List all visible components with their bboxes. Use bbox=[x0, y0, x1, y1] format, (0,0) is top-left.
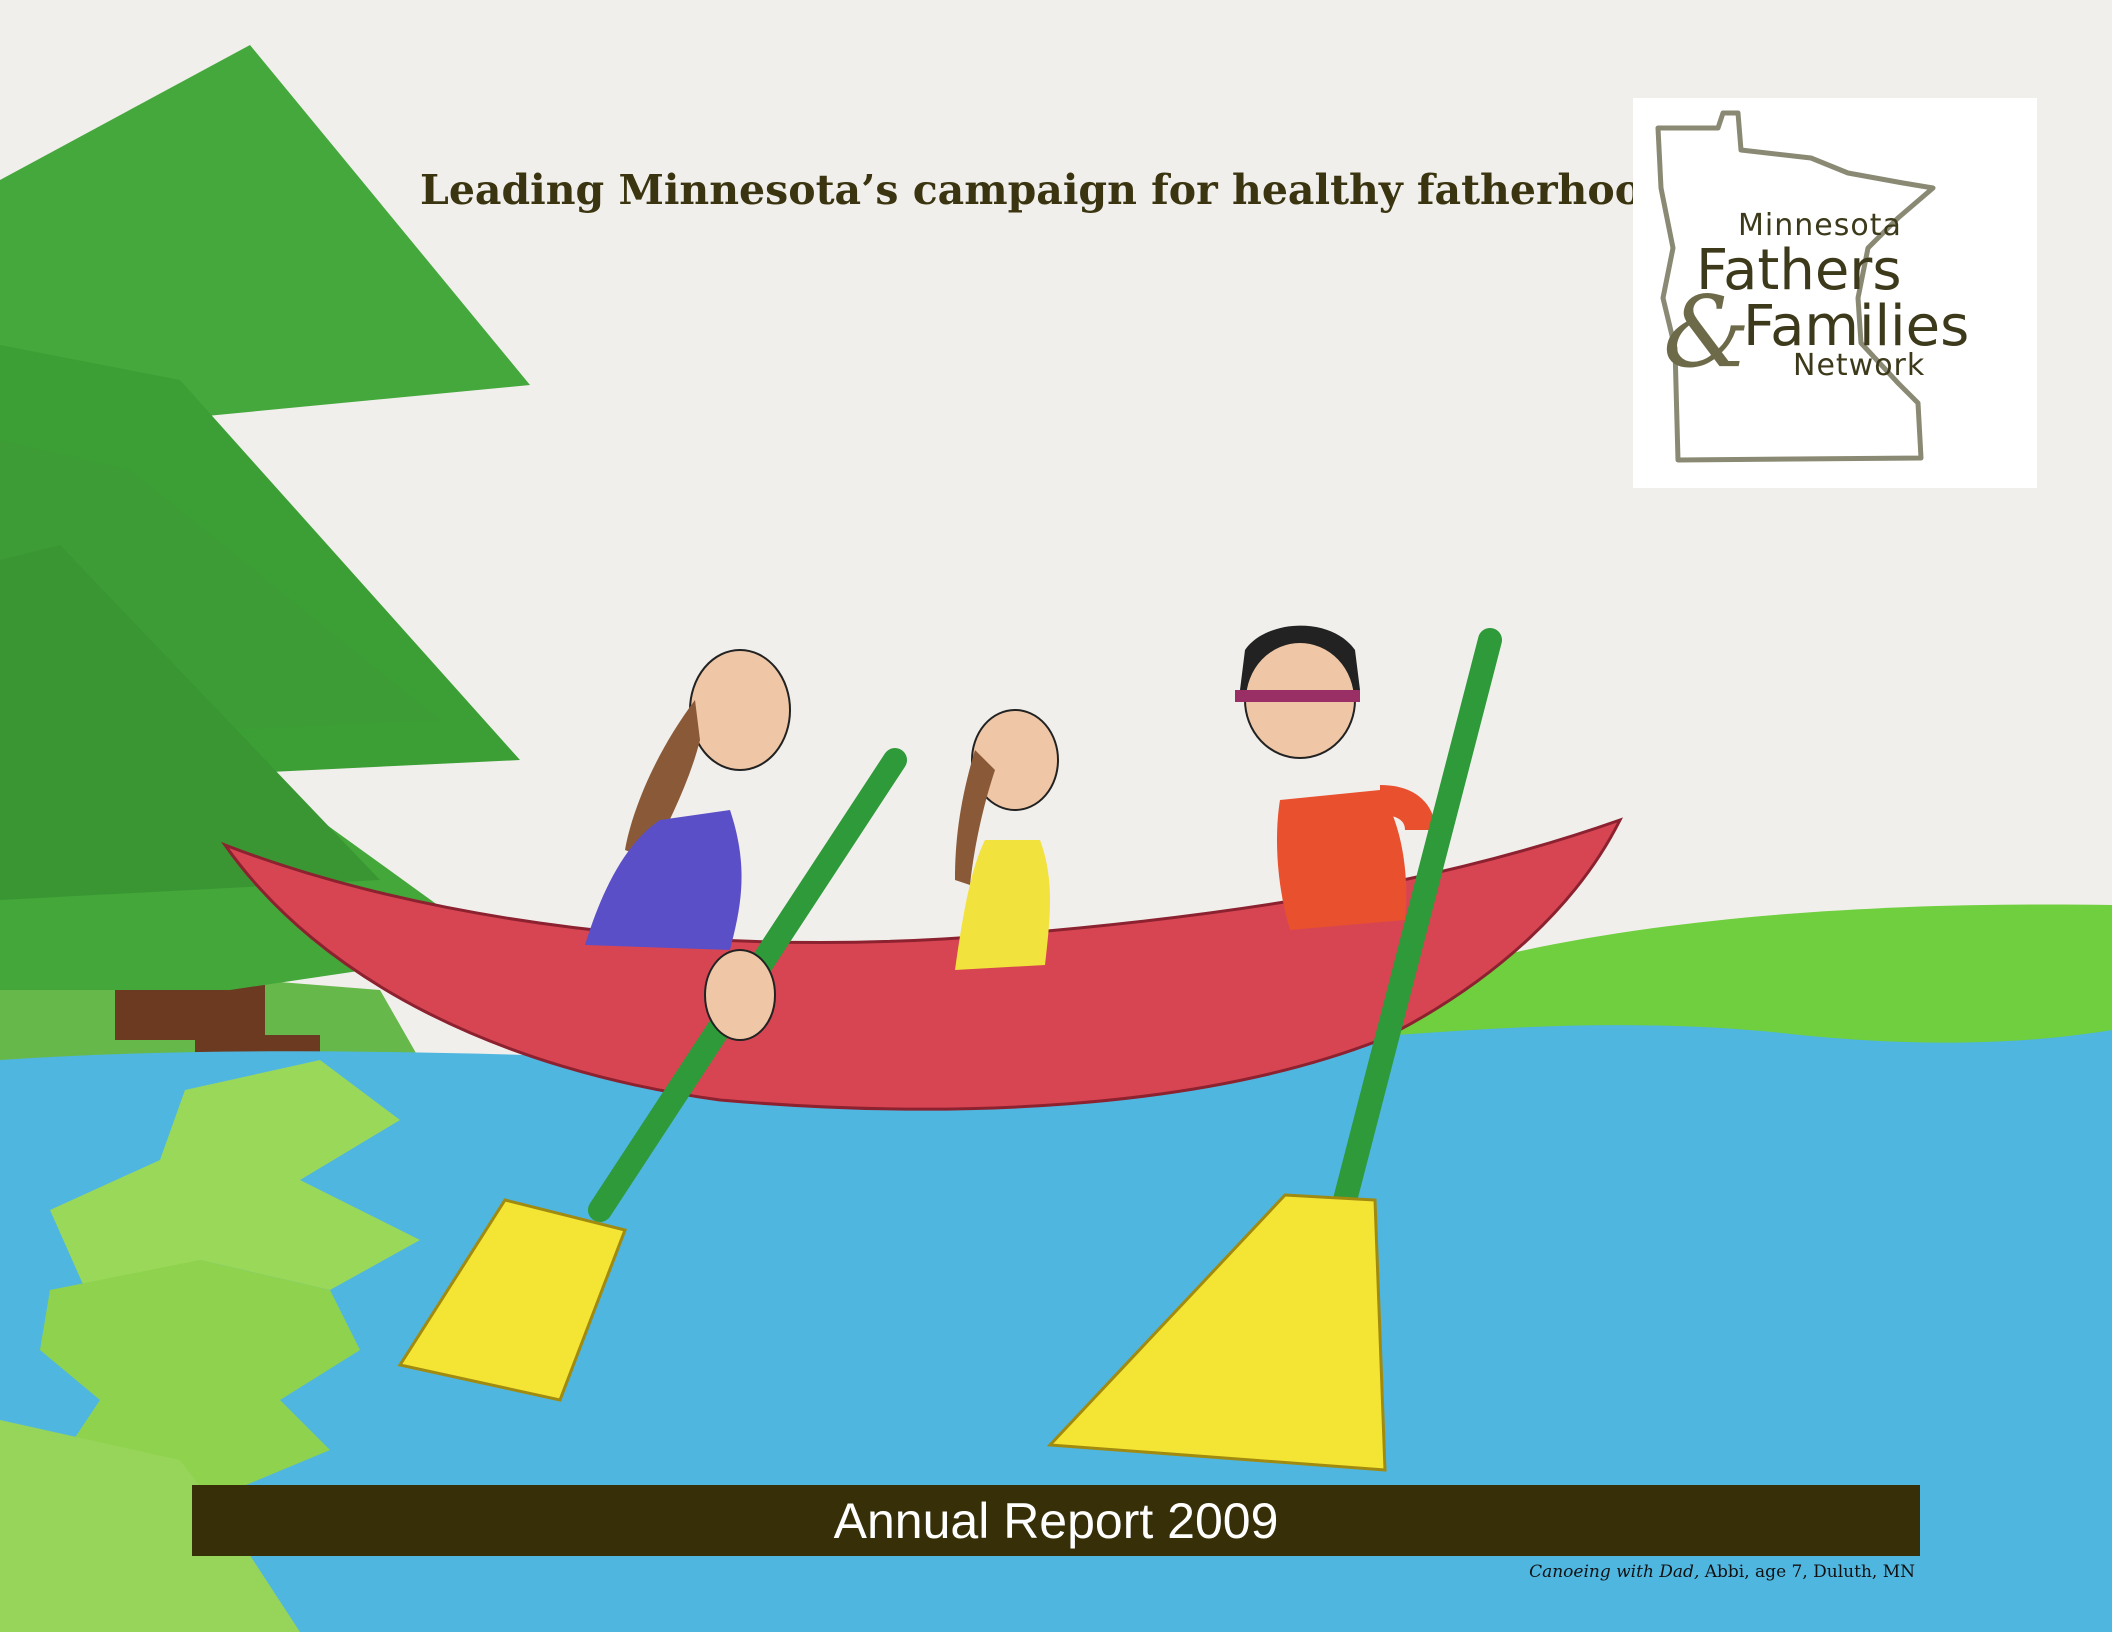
logo-ampersand: & bbox=[1663, 276, 1751, 390]
artwork-title: Canoeing with Dad, bbox=[1529, 1562, 1700, 1582]
tree-reflection bbox=[0, 1060, 420, 1632]
report-title: Annual Report 2009 bbox=[833, 1492, 1279, 1549]
logo-line-fathers: Fathers bbox=[1696, 238, 1902, 303]
paddle-left bbox=[397, 748, 907, 1402]
cover-tagline: Leading Minnesota’s campaign for healthy… bbox=[420, 166, 1685, 214]
person-middle bbox=[955, 709, 1059, 970]
person-right bbox=[1235, 625, 1435, 930]
organization-logo: Minnesota Fathers & Families Network bbox=[1633, 98, 2037, 488]
person-left bbox=[585, 649, 791, 950]
minnesota-map-outline bbox=[1655, 110, 1936, 463]
logo-line-minnesota: Minnesota bbox=[1738, 208, 1902, 243]
title-banner: Annual Report 2009 bbox=[192, 1485, 1920, 1556]
logo-line-network: Network bbox=[1793, 348, 1926, 383]
artwork-credit: Abbi, age 7, Duluth, MN bbox=[1699, 1562, 1915, 1582]
logo-line-families: Families bbox=[1743, 294, 1970, 359]
lake bbox=[0, 1025, 2112, 1632]
artwork-caption: Canoeing with Dad, Abbi, age 7, Duluth, … bbox=[1529, 1562, 1915, 1582]
paddle-right bbox=[1046, 628, 1502, 1472]
grass-bank-right bbox=[1380, 904, 2112, 1060]
dock bbox=[115, 985, 265, 1040]
